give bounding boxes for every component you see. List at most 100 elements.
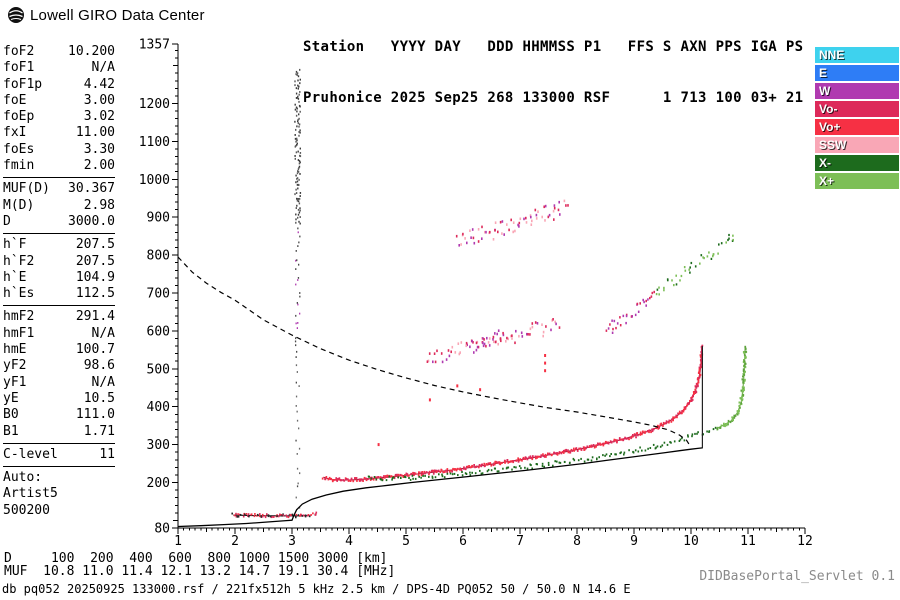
trace-true-height-profile [177, 447, 703, 528]
trace-rfi-column-high [294, 68, 302, 225]
param-label: hmF1 [3, 325, 35, 341]
legend-item-vo: Vo+ [815, 119, 899, 135]
svg-text:4: 4 [345, 534, 353, 549]
param-value: 207.5 [75, 253, 115, 269]
param-label: h`F [3, 237, 27, 253]
svg-text:900: 900 [147, 211, 170, 226]
svg-text:1357: 1357 [139, 38, 170, 53]
param-label: h`Es [3, 286, 35, 302]
param-value: 3.30 [83, 141, 115, 157]
svg-text:3: 3 [288, 534, 296, 549]
svg-text:400: 400 [147, 400, 170, 415]
trace-muf-transmission-curve [177, 256, 690, 445]
legend-item-nne: NNE [815, 47, 899, 63]
param-label: hmE [3, 342, 27, 358]
param-label: yE [3, 390, 19, 406]
param-fof1: foF1 N/A [3, 60, 115, 76]
param-label: foF1p [3, 76, 43, 92]
param-value: 2.98 [83, 197, 115, 213]
param-hmf1: hmF1 N/A [3, 326, 115, 342]
param-value: N/A [91, 325, 115, 341]
param-value: N/A [91, 60, 115, 76]
param-label: M(D) [3, 197, 35, 213]
param-label: B1 [3, 423, 19, 439]
legend-item-vo: Vo- [815, 101, 899, 117]
svg-text:300: 300 [147, 438, 170, 453]
legend-item-w: W [815, 83, 899, 99]
svg-text:7: 7 [516, 534, 524, 549]
param-fof1p: foF1p 4.42 [3, 77, 115, 93]
status-line: db pq052 20250925 133000.rsf / 221fx512h… [2, 582, 631, 596]
param-hmf2: hmF2 291.4 [3, 309, 115, 325]
svg-text:2: 2 [231, 534, 239, 549]
panel-divider [3, 177, 115, 179]
param-fof2: foF2 10.200 [3, 44, 115, 60]
giro-branding: Lowell GIRO Data Center [7, 6, 205, 24]
svg-text:5: 5 [402, 534, 410, 549]
svg-text:10: 10 [683, 534, 699, 549]
param-label: fxI [3, 125, 27, 141]
legend-item-x: X+ [815, 173, 899, 189]
param-d: D 3000.0 [3, 214, 115, 230]
param-yf1: yF1 N/A [3, 375, 115, 391]
param-b0: B0 111.0 [3, 407, 115, 423]
panel-divider [3, 305, 115, 307]
param-value: 207.5 [75, 237, 115, 253]
param-label: yF2 [3, 358, 27, 374]
param-foep: foEp 3.02 [3, 109, 115, 125]
trace-second-hop-f-core [471, 331, 508, 352]
param-clevel: C-level 11 [3, 447, 115, 463]
giro-logo-text: Lowell GIRO Data Center [30, 6, 205, 24]
param-label: D [3, 213, 11, 229]
param-value: 3000.0 [68, 213, 115, 229]
header-line-2: Pruhonice 2025 Sep25 268 133000 RSF 1 71… [303, 90, 804, 106]
param-auto: Auto: [3, 470, 43, 486]
param-he: h`E 104.9 [3, 270, 115, 286]
param-500200: 500200 [3, 502, 50, 518]
param-hes: h`Es 112.5 [3, 286, 115, 302]
param-value: 1.71 [83, 423, 115, 439]
header-line-1: Station YYYY DAY DDD HHMMSS P1 FFS S AXN… [303, 39, 804, 55]
param-label: foEs [3, 141, 35, 157]
param-hf: h`F 207.5 [3, 237, 115, 253]
trace-second-hop-f [426, 318, 561, 364]
axes: 1357120011001000900800700600500400300200… [139, 38, 813, 550]
station-header: Station YYYY DAY DDD HHMMSS P1 FFS S AXN… [303, 5, 803, 141]
svg-text:8: 8 [573, 534, 581, 549]
param-label: h`F2 [3, 253, 35, 269]
param-ye: yE 10.5 [3, 391, 115, 407]
svg-text:80: 80 [154, 522, 170, 537]
param-value: 111.0 [75, 407, 115, 423]
param-label: B0 [3, 407, 19, 423]
param-value: 10.5 [83, 390, 115, 406]
trace-multi-hop-f-upper [455, 199, 569, 247]
param-mufd: MUF(D) 30.367 [3, 181, 115, 197]
svg-text:1100: 1100 [139, 135, 170, 150]
param-label: foF1 [3, 60, 35, 76]
param-label: foF2 [3, 44, 35, 59]
param-label: yF1 [3, 374, 27, 390]
servlet-version: DIDBasePortal_Servlet 0.1 [699, 569, 895, 584]
param-value: 100.7 [75, 342, 115, 358]
param-value: 4.42 [83, 76, 115, 92]
param-value: 11 [99, 446, 115, 462]
param-label: MUF(D) [3, 181, 50, 197]
parameter-panel: foF2 10.200 foF1 N/A foF1p 4.42 foE 3.00 foEp 3.0… [3, 44, 115, 519]
param-label: C-level [3, 446, 58, 462]
svg-text:12: 12 [797, 534, 813, 549]
param-value: 98.6 [83, 358, 115, 374]
param-value: 104.9 [75, 269, 115, 285]
legend-item-e: E [815, 65, 899, 81]
param-value: 3.00 [83, 92, 115, 108]
panel-divider [3, 466, 115, 468]
svg-text:1200: 1200 [139, 97, 170, 112]
legend-item-x: X- [815, 155, 899, 171]
legend: NNE E W Vo- Vo+ SSW X- X+ [815, 47, 899, 191]
param-foe: foE 3.00 [3, 93, 115, 109]
trace-f-trace-o [321, 344, 704, 483]
param-value: 30.367 [68, 181, 115, 197]
trace-es-trace [231, 511, 318, 519]
trace-second-hop-f2-x [655, 233, 734, 296]
